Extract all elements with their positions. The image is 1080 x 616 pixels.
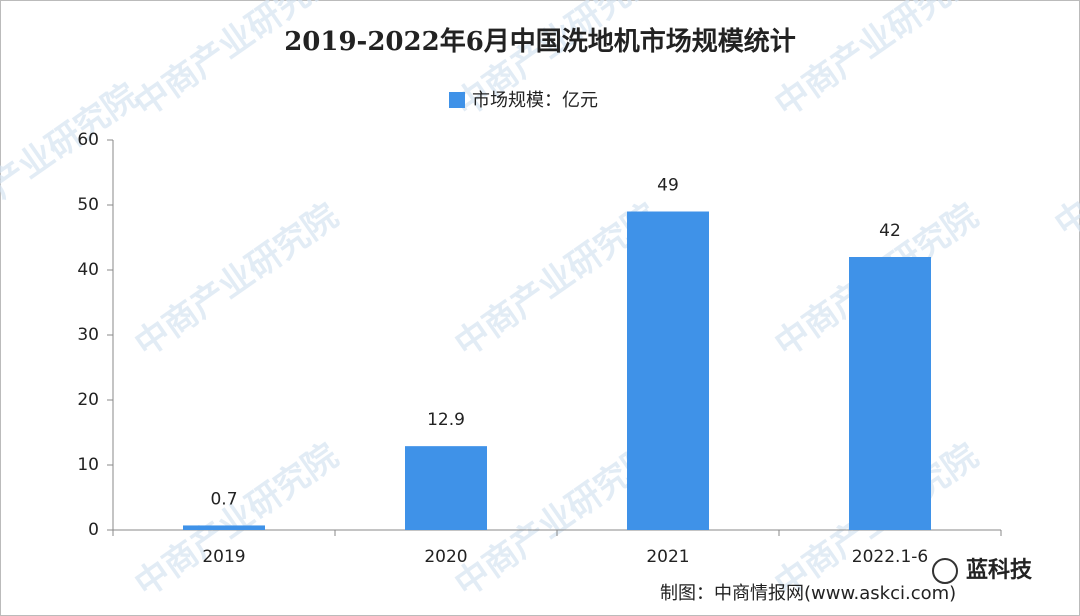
legend-swatch xyxy=(449,92,465,108)
bar xyxy=(405,446,487,530)
y-tick-label: 20 xyxy=(77,390,99,410)
y-tick-label: 0 xyxy=(88,520,99,540)
x-tick-label: 2020 xyxy=(424,547,467,567)
wechat-icon xyxy=(932,558,958,584)
x-tick-label: 2019 xyxy=(202,547,245,567)
value-label: 42 xyxy=(879,221,901,241)
source: 制图：中商情报网(www.askci.com) xyxy=(660,583,956,604)
value-label: 12.9 xyxy=(427,410,465,430)
bar xyxy=(849,257,931,530)
y-tick-label: 60 xyxy=(77,130,99,150)
y-tick-label: 40 xyxy=(77,260,99,280)
x-tick-label: 2021 xyxy=(646,547,689,567)
chart-title: 2019-2022年6月中国洗地机市场规模统计 xyxy=(284,26,796,57)
x-tick-label: 2022.1-6 xyxy=(852,547,928,567)
value-label: 0.7 xyxy=(210,489,237,509)
y-tick-label: 10 xyxy=(77,455,99,475)
bar xyxy=(183,525,265,530)
badge: 蓝科技 xyxy=(966,558,1033,583)
value-label: 49 xyxy=(657,176,679,196)
legend-label: 市场规模：亿元 xyxy=(472,90,598,111)
y-tick-label: 30 xyxy=(77,325,99,345)
bar xyxy=(627,211,709,530)
y-tick-label: 50 xyxy=(77,195,99,215)
